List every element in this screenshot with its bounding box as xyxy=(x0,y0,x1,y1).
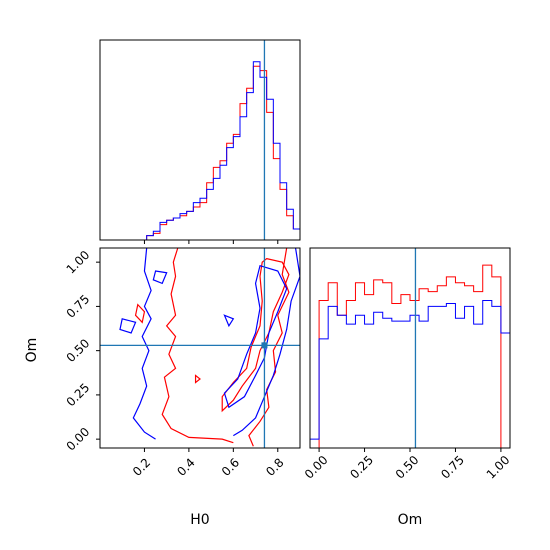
contour-blue xyxy=(233,248,300,437)
contour-lines xyxy=(119,248,300,447)
h0-tick-label: 0.6 xyxy=(219,455,242,478)
om-tick-label: 1.00 xyxy=(64,248,93,277)
om-tick-label: 0.25 xyxy=(64,381,93,410)
om-marginal-tick-label: 0.00 xyxy=(302,453,331,482)
h0-tick-label: 0.2 xyxy=(130,455,153,478)
truth-marker xyxy=(261,342,268,349)
contour-red xyxy=(194,374,201,384)
om-marginal-tick-label: 1.00 xyxy=(484,453,513,482)
contour-frame xyxy=(99,247,301,449)
contour-blue xyxy=(223,314,235,328)
om-tick-label: 0.50 xyxy=(64,336,93,365)
om-marginal-tick-label: 0.50 xyxy=(393,453,422,482)
h0-axis-ticks: 0.2 0.4 0.6 0.8 xyxy=(130,448,287,479)
contour-red xyxy=(161,248,234,444)
contour-blue xyxy=(119,318,137,334)
h0-hist-series-blue xyxy=(100,61,301,241)
h0-tick-label: 0.4 xyxy=(174,455,197,478)
h0-hist-series-red xyxy=(100,65,301,241)
contour-red xyxy=(248,248,290,447)
h0-marginal-frame xyxy=(99,39,301,241)
h0-tick-label: 0.8 xyxy=(263,455,286,478)
om-marginal-axis-label: Om xyxy=(398,512,423,528)
contour-red xyxy=(134,303,146,324)
h0-histograms xyxy=(100,61,301,241)
om-axis-label: Om xyxy=(24,338,40,363)
om-marginal-tick-label: 0.25 xyxy=(347,453,376,482)
om-hist-series-blue xyxy=(309,300,511,448)
om-marginal-ticks: 0.00 0.25 0.50 0.75 1.00 xyxy=(302,448,513,482)
om-axis-ticks: 0.00 0.25 0.50 0.75 1.00 xyxy=(64,248,100,454)
h0-marginal-panel xyxy=(99,39,301,244)
h0-marginal-ticks xyxy=(143,240,279,244)
contour-blue xyxy=(152,270,168,285)
om-marginal-tick-label: 0.75 xyxy=(438,453,467,482)
om-marginal-panel: 0.00 0.25 0.50 0.75 1.00 Om xyxy=(302,247,513,528)
h0-om-contour-panel: 0.2 0.4 0.6 0.8 0.00 0.25 0.50 0.75 1.00 H0 Om xyxy=(24,247,301,528)
om-marginal-frame xyxy=(309,247,511,449)
contour-blue xyxy=(132,248,156,440)
h0-axis-label: H0 xyxy=(190,512,209,528)
om-hist-series-red xyxy=(318,264,502,448)
om-tick-label: 0.00 xyxy=(64,425,93,454)
contour-blue xyxy=(223,264,288,409)
om-tick-label: 0.75 xyxy=(64,292,93,321)
om-histograms xyxy=(309,264,511,448)
